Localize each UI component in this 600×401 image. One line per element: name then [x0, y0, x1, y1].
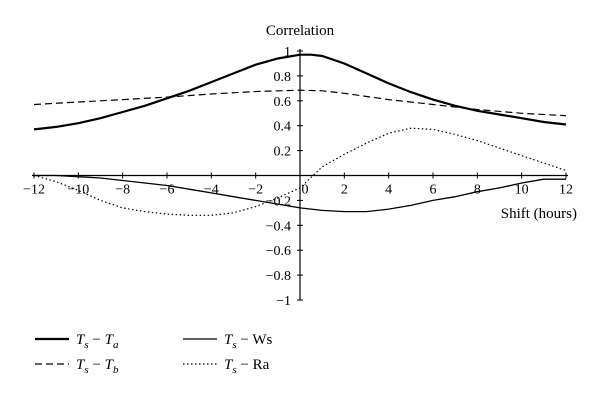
x-tick-label: −10 — [67, 183, 89, 198]
series-line-4 — [33, 127, 567, 216]
legend-label: Ts − Ws — [224, 332, 272, 351]
y-tick-label: 0.2 — [274, 145, 292, 160]
x-tick-label: 2 — [341, 183, 348, 198]
x-tick-label: −12 — [23, 183, 45, 198]
y-tick-label: 0.6 — [274, 95, 292, 110]
y-ticks: 1 0.8 0.6 0.4 0.2 −0.2 −0.4 −0.6 −0.8 −1 — [266, 45, 303, 309]
x-tick-label: −8 — [115, 183, 130, 198]
legend-var-a: T — [224, 357, 234, 373]
x-tick-label: −4 — [204, 183, 219, 198]
y-tick-label: 1 — [284, 45, 291, 60]
legend-var-b: Ra — [253, 357, 270, 373]
legend-var-b: Ws — [252, 332, 272, 348]
y-tick-label: −0.6 — [266, 244, 291, 259]
legend-label: Ts − Ra — [224, 357, 270, 376]
legend-var-a-sub: s — [232, 364, 236, 376]
legend-var-b: T — [105, 332, 115, 348]
x-tick-label: 8 — [474, 183, 481, 198]
y-tick-label: −0.4 — [266, 219, 291, 234]
legend-var-a: T — [224, 332, 234, 348]
legend-label: Ts − Ta — [76, 332, 119, 351]
y-tick-label: 0.8 — [274, 70, 292, 85]
legend-var-a-sub: s — [84, 339, 88, 351]
x-tick-label: 0 — [302, 183, 309, 198]
legend-separator: − — [237, 357, 253, 373]
series-layer — [33, 53, 567, 216]
legend-var-a: T — [76, 357, 86, 373]
x-tick-label: 12 — [559, 183, 573, 198]
series-line-1 — [33, 53, 567, 131]
legend-label: Ts − Tb — [76, 357, 119, 376]
legend-var-a-sub: s — [84, 364, 88, 376]
series-line-3 — [34, 174, 566, 213]
y-tick-label: −0.2 — [266, 194, 291, 209]
y-tick-label: 0.4 — [274, 120, 292, 135]
legend-var-b: T — [105, 357, 115, 373]
x-tick-label: 10 — [515, 183, 529, 198]
y-tick-label: −0.8 — [266, 269, 291, 284]
series-line-2 — [33, 89, 567, 117]
x-tick-label: 4 — [385, 183, 392, 198]
legend-var-b-sub: a — [113, 339, 119, 351]
x-ticks: −12 −10 −8 −6 −4 −2 0 2 4 6 8 10 12 — [23, 172, 573, 198]
legend-var-a-sub: s — [232, 339, 236, 351]
y-tick-label: −1 — [276, 294, 291, 309]
x-axis-title: Shift (hours) — [501, 206, 577, 222]
y-axis-title: Correlation — [266, 23, 335, 39]
x-tick-label: −2 — [248, 183, 263, 198]
legend-separator: − — [237, 332, 253, 348]
legend-var-a: T — [76, 332, 86, 348]
legend-separator: − — [89, 332, 105, 348]
legend-var-b-sub: b — [113, 364, 119, 376]
legend-separator: − — [89, 357, 105, 373]
x-tick-label: 6 — [430, 183, 437, 198]
